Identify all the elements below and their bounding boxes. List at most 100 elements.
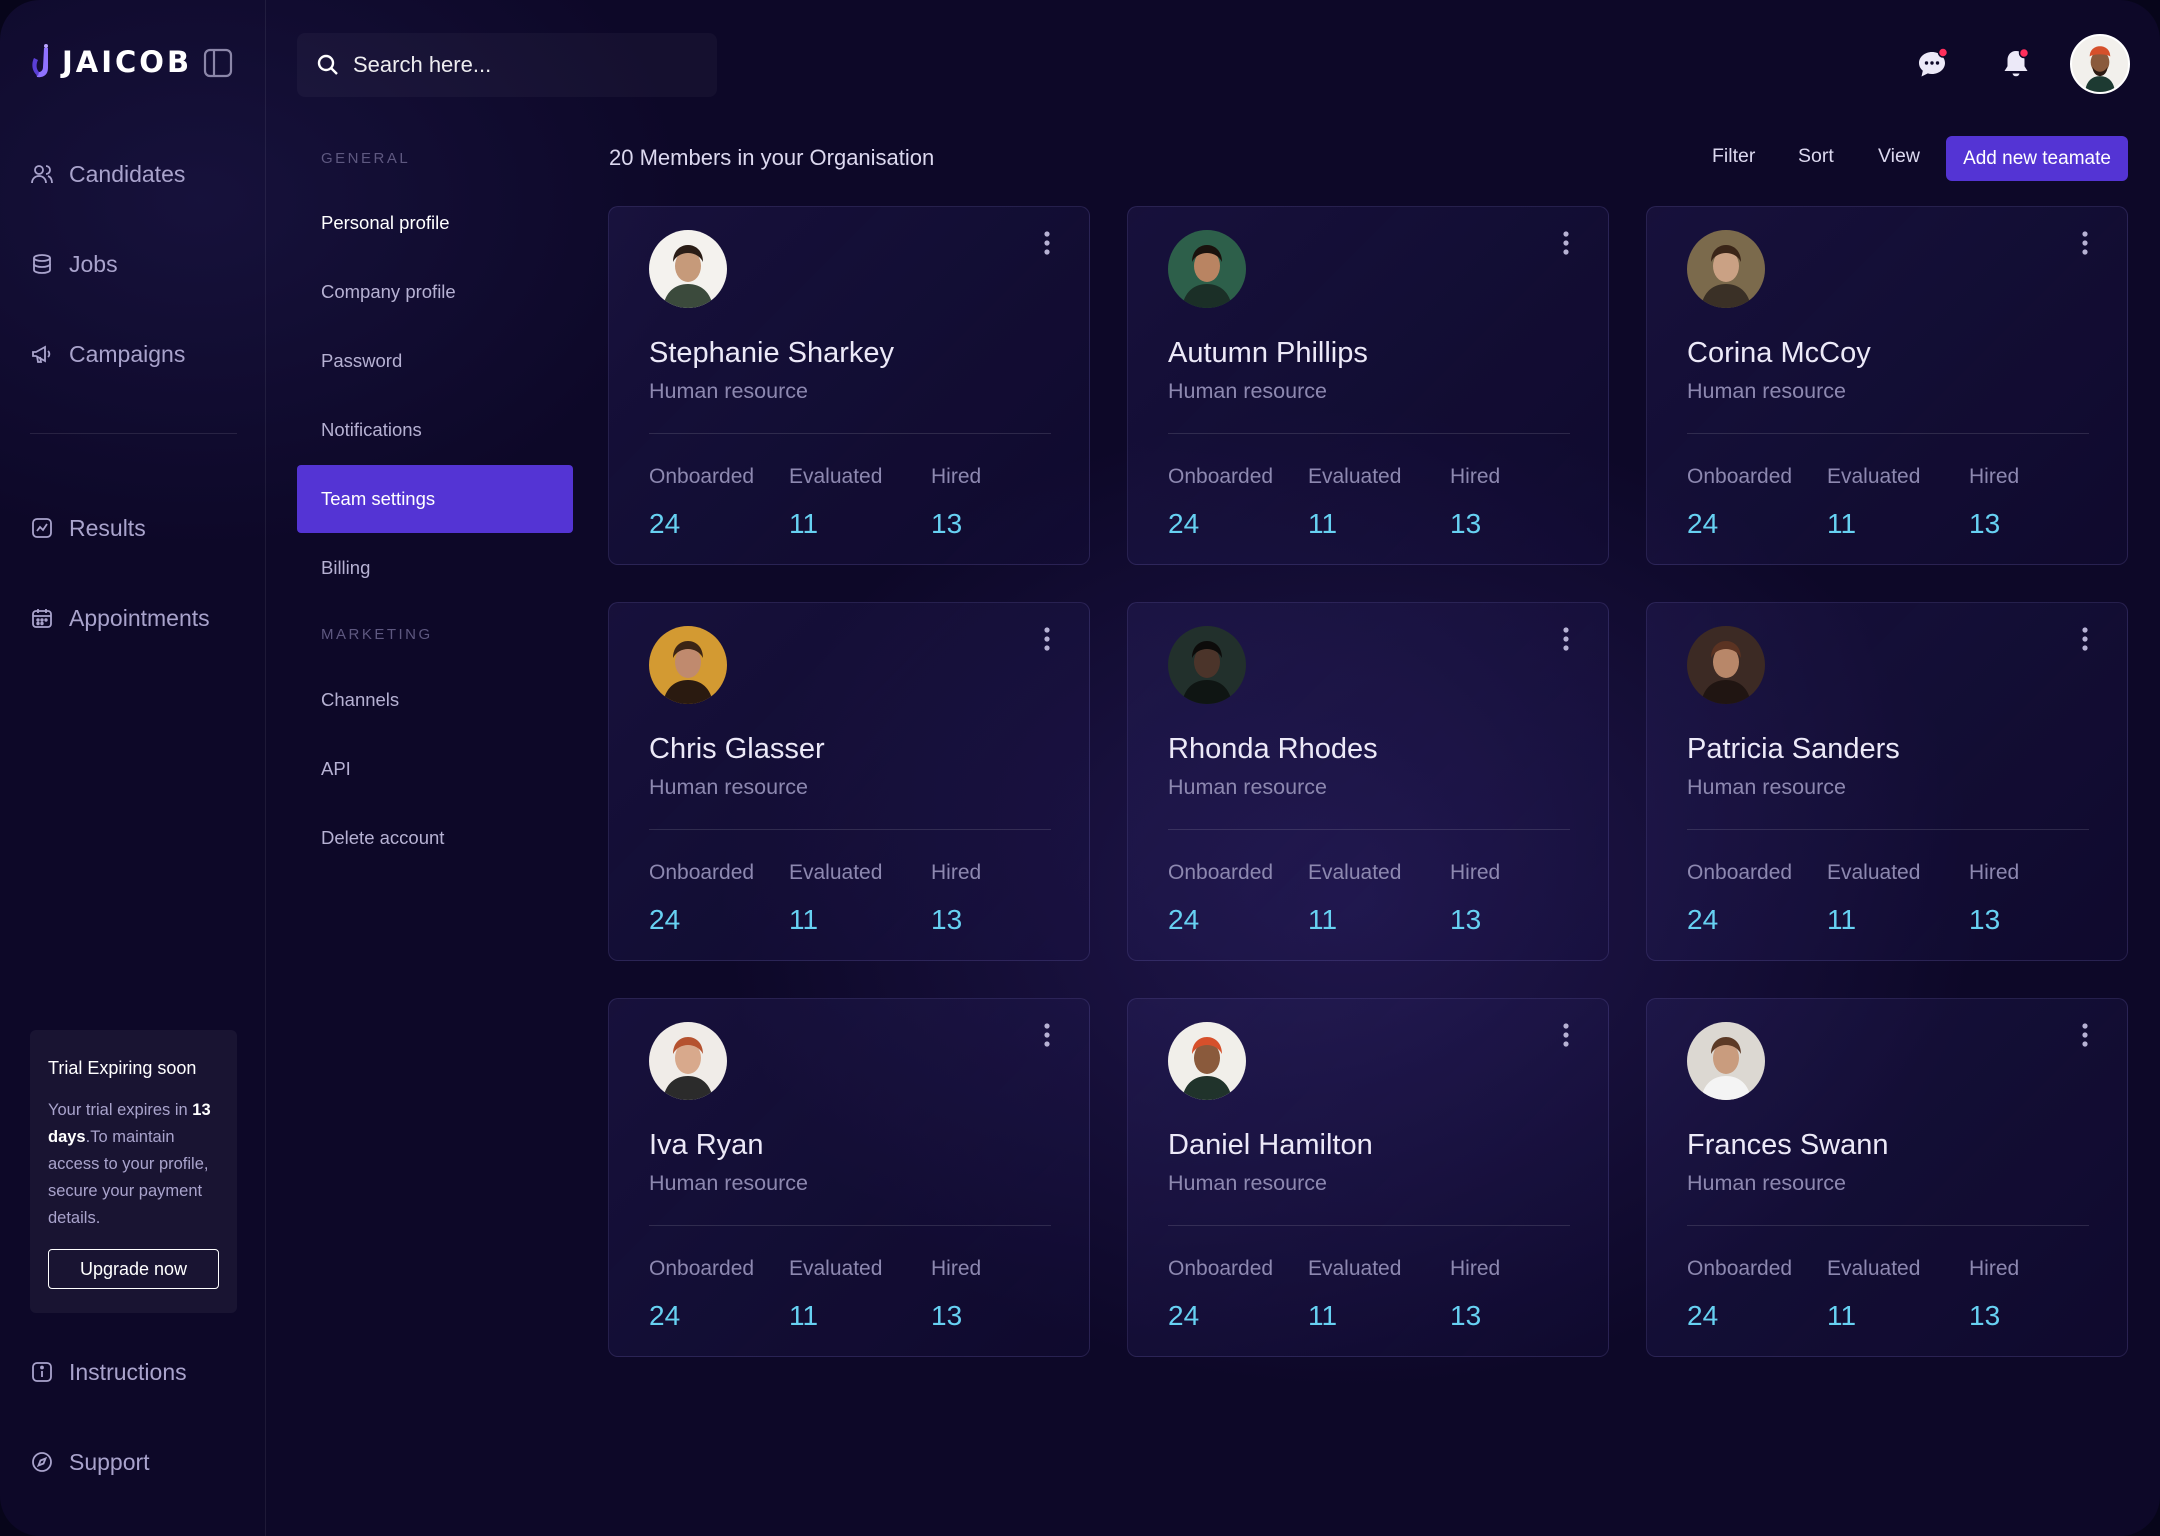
nav-item-candidates[interactable]: Candidates <box>30 154 185 194</box>
stat-label: Evaluated <box>1308 1257 1402 1280</box>
more-options-icon[interactable] <box>2075 1021 2095 1049</box>
stat-onboarded: Onboarded 24 <box>1168 861 1273 936</box>
member-card[interactable]: Corina McCoy Human resource Onboarded 24… <box>1646 206 2128 565</box>
card-divider <box>1687 1225 2089 1226</box>
stat-label: Hired <box>931 1257 982 1280</box>
stat-label: Evaluated <box>1827 861 1921 884</box>
sidebar-toggle-icon[interactable] <box>202 47 234 79</box>
nav-item-jobs[interactable]: Jobs <box>30 244 118 284</box>
stat-label: Hired <box>1450 1257 1501 1280</box>
sort-button[interactable]: Sort <box>1798 145 1834 167</box>
stat-evaluated: Evaluated 11 <box>1827 465 1920 540</box>
member-card[interactable]: Frances Swann Human resource Onboarded 2… <box>1646 998 2128 1357</box>
member-card[interactable]: Patricia Sanders Human resource Onboarde… <box>1646 602 2128 961</box>
member-role: Human resource <box>649 379 808 403</box>
stat-value: 13 <box>1450 904 1482 935</box>
stat-evaluated: Evaluated 11 <box>789 1257 882 1332</box>
add-teammate-button[interactable]: Add new teamate <box>1946 136 2128 181</box>
menu-team-settings[interactable]: Team settings <box>297 465 573 533</box>
member-role: Human resource <box>1168 1171 1327 1195</box>
upgrade-now-button[interactable]: Upgrade now <box>48 1249 219 1289</box>
stat-hired: Hired 13 <box>1969 1257 2019 1332</box>
member-card[interactable]: Iva Ryan Human resource Onboarded 24 Eva… <box>608 998 1090 1357</box>
nav-label: Results <box>69 514 146 541</box>
more-options-icon[interactable] <box>1037 625 1057 653</box>
menu-notifications[interactable]: Notifications <box>321 419 422 440</box>
member-name: Chris Glasser <box>649 733 825 765</box>
stat-evaluated: Evaluated 11 <box>789 465 882 540</box>
member-card[interactable]: Chris Glasser Human resource Onboarded 2… <box>608 602 1090 961</box>
general-heading: GENERAL <box>321 150 411 167</box>
stat-value: 11 <box>789 508 819 539</box>
stat-value: 11 <box>1308 508 1338 539</box>
nav-divider <box>30 433 237 434</box>
stat-value: 24 <box>1687 508 1719 539</box>
stat-value: 11 <box>1827 904 1857 935</box>
member-role: Human resource <box>1687 379 1846 403</box>
more-options-icon[interactable] <box>1037 1021 1057 1049</box>
nav-label: Appointments <box>69 604 210 631</box>
stat-label: Onboarded <box>1687 861 1793 884</box>
notifications-bell-icon[interactable] <box>1998 46 2034 82</box>
menu-billing[interactable]: Billing <box>321 557 371 578</box>
nav-item-support[interactable]: Support <box>30 1442 150 1482</box>
card-divider <box>1687 829 2089 830</box>
menu-api[interactable]: API <box>321 758 351 779</box>
stat-evaluated: Evaluated 11 <box>1827 1257 1920 1332</box>
menu-company-profile[interactable]: Company profile <box>321 281 456 302</box>
menu-channels[interactable]: Channels <box>321 689 400 710</box>
stat-label: Evaluated <box>1827 1257 1921 1280</box>
member-card[interactable]: Autumn Phillips Human resource Onboarded… <box>1127 206 1609 565</box>
more-options-icon[interactable] <box>1556 229 1576 257</box>
member-name: Patricia Sanders <box>1687 733 1900 765</box>
nav-item-instructions[interactable]: Instructions <box>30 1352 187 1392</box>
member-card[interactable]: Daniel Hamilton Human resource Onboarded… <box>1127 998 1609 1357</box>
search-bar[interactable] <box>297 33 717 97</box>
member-avatar <box>1687 230 1765 308</box>
more-options-icon[interactable] <box>2075 625 2095 653</box>
card-divider <box>649 1225 1051 1226</box>
more-options-icon[interactable] <box>1037 229 1057 257</box>
search-input[interactable] <box>353 52 693 78</box>
stat-value: 24 <box>1168 508 1200 539</box>
stat-value: 13 <box>1969 904 2001 935</box>
view-button[interactable]: View <box>1878 145 1920 167</box>
brand-logo[interactable]: JAICOB <box>30 44 192 80</box>
filter-button[interactable]: Filter <box>1712 145 1756 167</box>
stat-hired: Hired 13 <box>931 1257 981 1332</box>
stat-label: Onboarded <box>1687 465 1793 488</box>
menu-password[interactable]: Password <box>321 350 403 371</box>
stat-onboarded: Onboarded 24 <box>649 1257 754 1332</box>
stat-value: 24 <box>649 904 681 935</box>
stat-label: Onboarded <box>1168 861 1274 884</box>
member-avatar <box>1687 626 1765 704</box>
stat-label: Evaluated <box>789 465 883 488</box>
trial-message: Your trial expires in 13 days.To maintai… <box>48 1101 211 1227</box>
more-options-icon[interactable] <box>1556 625 1576 653</box>
stat-label: Onboarded <box>649 465 755 488</box>
nav-label: Jobs <box>69 250 118 277</box>
nav-item-campaigns[interactable]: Campaigns <box>30 334 185 374</box>
user-avatar[interactable] <box>2070 34 2130 94</box>
member-card[interactable]: Rhonda Rhodes Human resource Onboarded 2… <box>1127 602 1609 961</box>
stat-value: 11 <box>1827 1300 1857 1331</box>
nav-label: Support <box>69 1448 150 1475</box>
stat-value: 13 <box>931 904 963 935</box>
messages-icon[interactable] <box>1914 46 1950 82</box>
calendar-icon <box>32 609 52 628</box>
menu-delete-account[interactable]: Delete account <box>321 827 445 848</box>
members-grid: Stephanie Sharkey Human resource Onboard… <box>608 206 2128 1357</box>
stat-value: 24 <box>1687 904 1719 935</box>
member-name: Iva Ryan <box>649 1129 764 1161</box>
stat-label: Onboarded <box>649 1257 755 1280</box>
member-name: Rhonda Rhodes <box>1168 733 1378 765</box>
trial-title: Trial Expiring soon <box>48 1058 197 1078</box>
more-options-icon[interactable] <box>2075 229 2095 257</box>
nav-item-results[interactable]: Results <box>30 508 146 548</box>
nav-item-appointments[interactable]: Appointments <box>30 598 210 638</box>
card-divider <box>1168 433 1570 434</box>
member-card[interactable]: Stephanie Sharkey Human resource Onboard… <box>608 206 1090 565</box>
more-options-icon[interactable] <box>1556 1021 1576 1049</box>
menu-personal-profile[interactable]: Personal profile <box>321 212 450 233</box>
